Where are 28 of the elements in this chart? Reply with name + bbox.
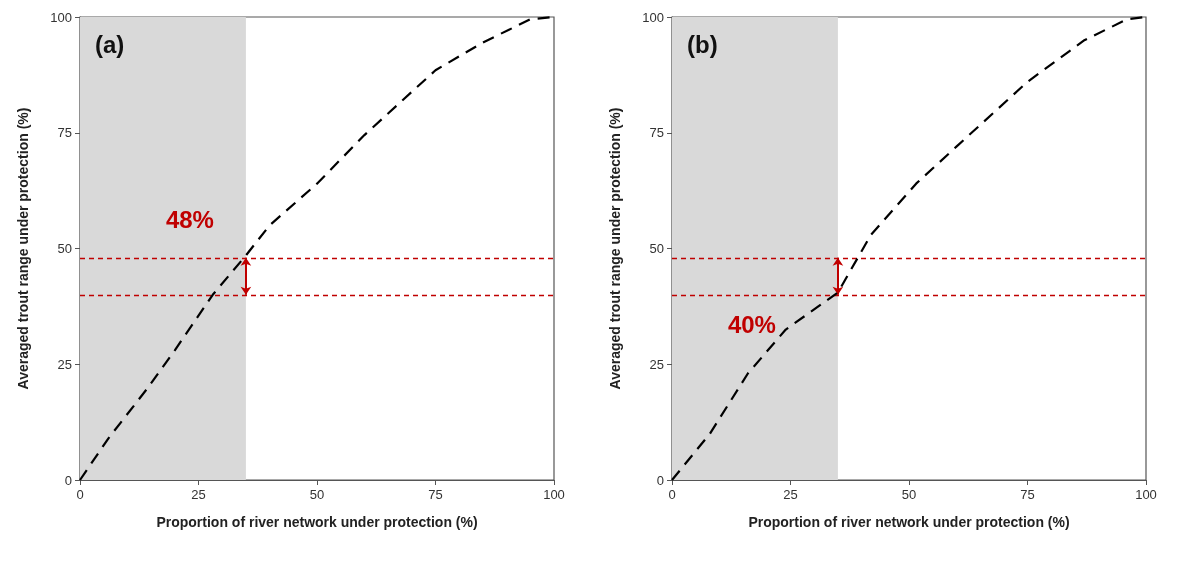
x-tick-label: 75 [1020, 487, 1035, 502]
y-tick-label: 100 [50, 9, 72, 25]
annotation: 48% [165, 206, 214, 234]
y-tick-label: 100 [642, 9, 664, 25]
y-tick-label: 0 [64, 472, 72, 488]
y-tick-label: 50 [57, 241, 72, 256]
y-tick-label: 25 [649, 356, 664, 372]
x-axis-title: Proportion of river network under protection (%) [748, 514, 1070, 530]
y-tick-label: 0 [656, 472, 664, 488]
annotation: (b) [687, 30, 718, 58]
annotation: (a) [95, 30, 125, 58]
x-tick-label: 100 [543, 487, 565, 502]
annotation: 40% [727, 311, 776, 339]
x-tick-label: 100 [1135, 487, 1157, 502]
x-tick-label: 50 [309, 487, 325, 502]
y-tick-label: 75 [649, 125, 664, 141]
y-axis-title: Averaged trout range under protection (%) [607, 107, 623, 390]
x-tick-label: 0 [668, 487, 676, 502]
y-tick-label: 75 [57, 125, 72, 141]
x-tick-label: 50 [901, 487, 917, 502]
y-axis-title: Averaged trout range under protection (%) [15, 107, 31, 390]
x-tick-label: 75 [428, 487, 443, 502]
x-tick-label: 0 [76, 487, 84, 502]
x-tick-label: 25 [783, 487, 798, 502]
y-tick-label: 25 [57, 356, 72, 372]
x-tick-label: 25 [191, 487, 206, 502]
y-tick-label: 50 [649, 241, 664, 256]
x-axis-title: Proportion of river network under protection (%) [156, 514, 478, 530]
